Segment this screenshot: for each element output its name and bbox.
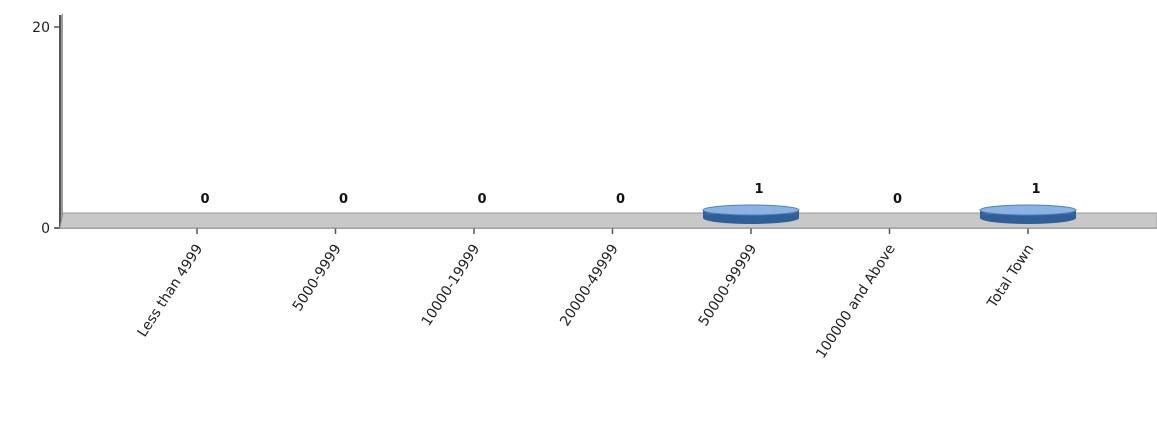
x-category-label: Total Town	[984, 241, 1037, 311]
y-tick-label: 20	[32, 20, 50, 36]
x-category-label: 20000-49999	[557, 241, 622, 329]
bar	[702, 204, 800, 224]
data-label: 0	[616, 192, 625, 207]
bar	[979, 204, 1077, 224]
x-category-label: 50000-99999	[696, 241, 761, 329]
data-label: 0	[893, 192, 902, 207]
data-label: 0	[477, 192, 486, 207]
data-label: 1	[754, 182, 763, 197]
bar-top	[979, 204, 1077, 216]
bar-top	[702, 204, 800, 216]
y-tick-label: 0	[41, 221, 50, 237]
labels: Less than 4999 0 5000-9999 0 10000-19999 0 200…	[135, 182, 1041, 361]
x-category-label: 10000-19999	[419, 241, 484, 329]
data-label: 0	[339, 192, 348, 207]
bars	[702, 204, 1077, 224]
chart-floor-plane	[59, 212, 1157, 229]
bar-base	[703, 212, 799, 224]
data-label: 0	[200, 192, 209, 207]
bar-base	[980, 212, 1076, 224]
x-category-label: Less than 4999	[135, 241, 207, 340]
data-label: 1	[1031, 182, 1040, 197]
chart-floor	[59, 212, 1157, 229]
x-category-label: 5000-9999	[290, 241, 345, 314]
x-category-label: 100000 and Above	[813, 241, 899, 361]
